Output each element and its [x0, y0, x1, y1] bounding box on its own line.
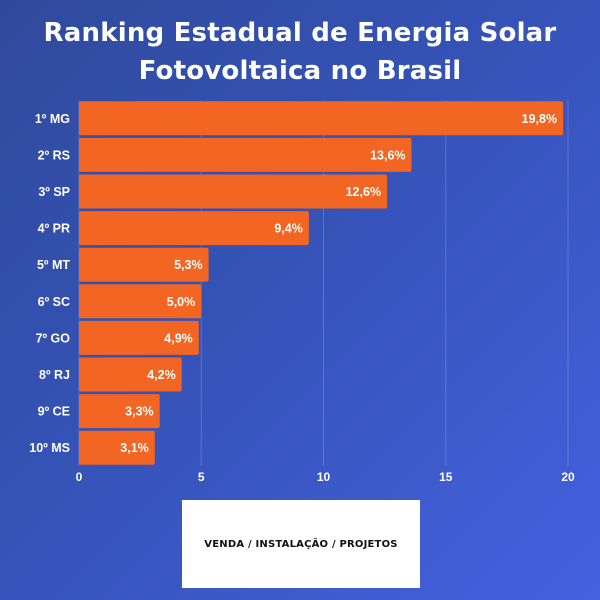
bar	[79, 174, 388, 209]
category-label: 4º PR	[38, 222, 70, 236]
category-label: 9º CE	[38, 405, 70, 419]
bar	[79, 394, 160, 429]
data-label: 4,9%	[164, 331, 193, 345]
category-label: 10º MS	[29, 441, 70, 455]
chart-title-line-1: Ranking Estadual de Energia Solar	[43, 18, 557, 48]
data-label: 3,3%	[125, 405, 154, 419]
data-label: 12,6%	[346, 185, 381, 199]
data-label: 5,3%	[174, 258, 203, 272]
bar	[79, 430, 155, 465]
data-label: 13,6%	[370, 148, 405, 162]
data-label: 5,0%	[167, 295, 196, 309]
x-tick-label: 20	[561, 470, 575, 484]
chart-title: Ranking Estadual de Energia Solar Fotovo…	[0, 14, 600, 90]
bar	[79, 320, 199, 355]
category-label: 8º RJ	[39, 368, 70, 382]
bar	[79, 101, 564, 136]
x-tick-label: 15	[439, 470, 453, 484]
bar	[79, 357, 182, 392]
chart-title-line-2: Fotovoltaica no Brasil	[138, 56, 462, 86]
data-label: 9,4%	[274, 222, 303, 236]
bar	[79, 247, 209, 282]
data-label: 4,2%	[147, 368, 176, 382]
bar	[79, 211, 309, 246]
bar	[79, 137, 412, 172]
footer-box: VENDA / INSTALAÇÃO / PROJETOS	[182, 500, 420, 588]
category-label: 1º MG	[35, 112, 70, 126]
category-label: 3º SP	[38, 185, 70, 199]
category-label: 6º SC	[38, 295, 70, 309]
data-label: 19,8%	[522, 112, 557, 126]
x-tick-label: 10	[317, 470, 331, 484]
bar	[79, 284, 202, 319]
category-label: 7º GO	[36, 331, 71, 345]
footer-label: VENDA / INSTALAÇÃO / PROJETOS	[204, 538, 398, 550]
x-tick-label: 0	[76, 470, 83, 484]
data-label: 3,1%	[120, 441, 149, 455]
x-tick-label: 5	[198, 470, 205, 484]
category-label: 2º RS	[38, 148, 70, 162]
category-label: 5º MT	[37, 258, 70, 272]
